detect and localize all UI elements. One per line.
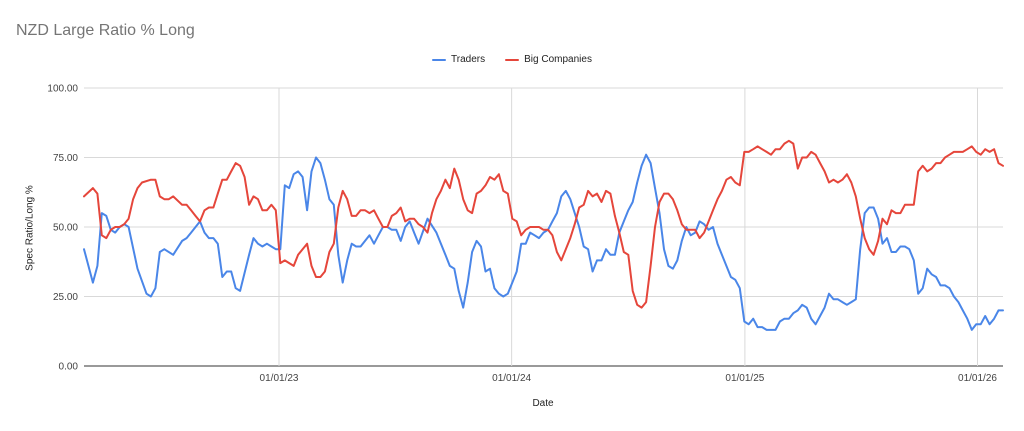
y-tick-label: 50.00 <box>53 223 78 234</box>
legend-swatch-traders <box>432 58 447 61</box>
legend-label-traders: Traders <box>451 54 486 65</box>
y-tick-label: 100.00 <box>47 84 78 95</box>
x-tick-label: 01/01/26 <box>958 373 997 384</box>
legend-item-big-companies[interactable]: Big Companies <box>505 54 592 65</box>
legend-swatch-big-companies <box>505 58 520 61</box>
chart-title: NZD Large Ratio % Long <box>16 22 195 39</box>
y-tick-label: 25.00 <box>53 292 78 303</box>
x-tick-label: 01/01/25 <box>725 373 764 384</box>
y-tick-label: 75.00 <box>53 153 78 164</box>
legend-item-traders[interactable]: Traders <box>432 54 485 65</box>
legend: Traders Big Companies <box>0 54 1024 65</box>
x-tick-label: 01/01/24 <box>492 373 531 384</box>
series-line-big-companies <box>83 139 1004 309</box>
legend-label-big-companies: Big Companies <box>524 54 592 65</box>
y-tick-label: 0.00 <box>59 362 79 373</box>
series-line-traders <box>83 153 1004 331</box>
x-tick-label: 01/01/23 <box>260 373 299 384</box>
x-axis-label: Date <box>532 398 554 409</box>
